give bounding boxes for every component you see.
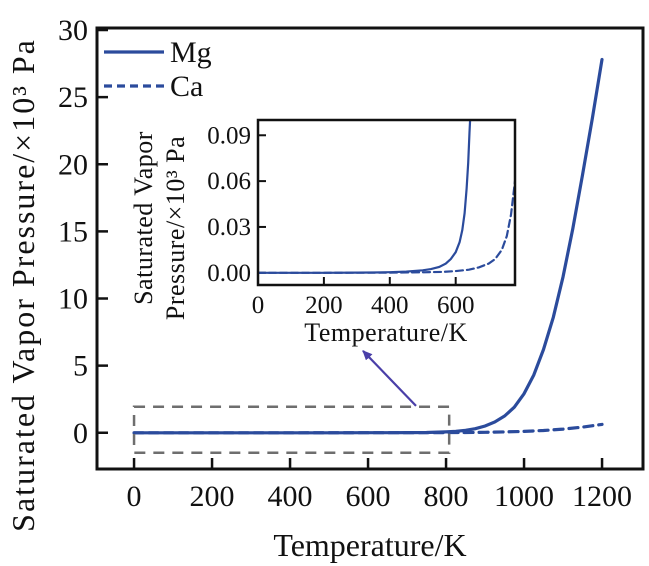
main-y-axis-label: Saturated Vapor Pressure/×10³ Pa [5, 38, 41, 532]
inset-y-axis-label-line1: Saturated Vapor [129, 131, 158, 305]
main-y-tick-label: 25 [58, 81, 88, 114]
main-x-tick-label: 0 [127, 480, 142, 513]
inset-y-tick-label: 0.03 [207, 214, 251, 241]
main-chart: 0 200 400 600 800 1000 1200 0 5 10 15 20 25 30 [58, 14, 645, 513]
inset-y-axis-label-line2: Pressure/×10³ Pa [161, 136, 190, 320]
main-x-tick-label: 400 [268, 480, 313, 513]
inset-x-tick-label: 400 [371, 292, 409, 319]
main-y-tick-label: 20 [58, 148, 88, 181]
inset-y-tick-label: 0.09 [207, 122, 251, 149]
main-x-axis-label: Temperature/K [273, 527, 466, 563]
main-y-tick-label: 5 [73, 350, 88, 383]
legend-label-mg: Mg [170, 36, 212, 69]
inset-ca-curve [259, 180, 514, 274]
inset-x-tick-label: 0 [252, 292, 265, 319]
inset-y-tick-label: 0.06 [207, 168, 251, 195]
main-y-tick-label: 30 [58, 14, 88, 47]
main-x-tick-label: 600 [346, 480, 391, 513]
inset-x-tick-label: 200 [305, 292, 343, 319]
legend-label-ca: Ca [170, 70, 203, 103]
main-x-tick-label: 1000 [494, 480, 554, 513]
main-frame [95, 26, 645, 471]
main-x-tick-label: 200 [190, 480, 235, 513]
main-ca-curve [132, 422, 604, 435]
legend: Mg Ca [104, 36, 212, 103]
main-y-tick-label: 10 [58, 283, 88, 316]
main-y-tick-label: 15 [58, 215, 88, 248]
inset-x-tick-label: 600 [437, 292, 475, 319]
inset-frame [256, 118, 517, 287]
main-x-tick-label: 800 [424, 480, 469, 513]
zoom-region-rect [132, 405, 451, 455]
main-x-tick-label: 1200 [572, 480, 632, 513]
zoom-arrow [362, 350, 417, 407]
main-y-tick-label: 0 [73, 417, 88, 450]
inset-chart: 0 200 400 600 0.00 0.03 0.06 0.09 [207, 118, 517, 319]
annotation-layer [132, 350, 451, 455]
inset-plot-area [258, 120, 515, 285]
inset-y-tick-label: 0.00 [207, 260, 251, 287]
inset-x-axis-label: Temperature/K [304, 318, 468, 347]
